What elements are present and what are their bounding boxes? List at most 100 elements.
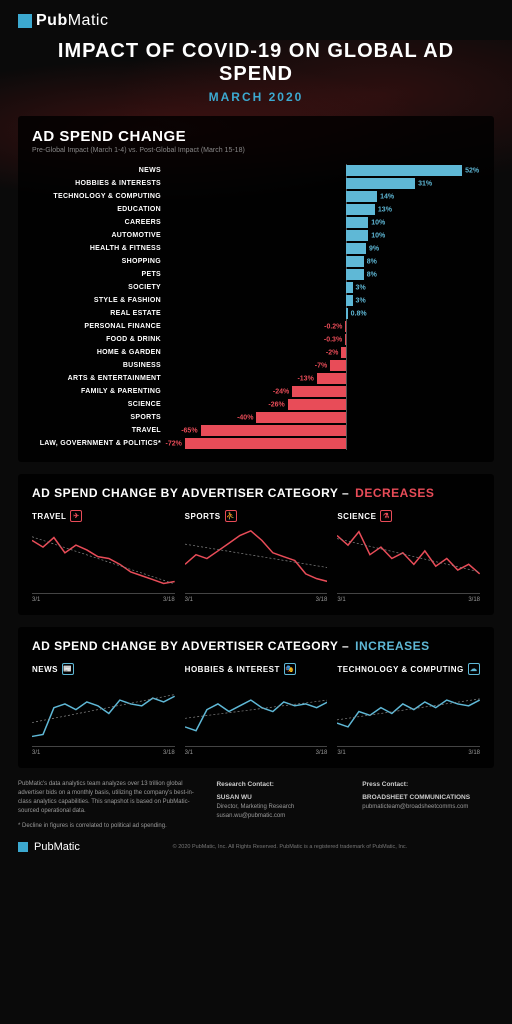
bar-label: HOME & GARDEN	[32, 349, 167, 356]
research-email: susan.wu@pubmatic.com	[216, 812, 348, 821]
mini-chart-icon: ☁	[468, 663, 480, 675]
bar-row: SHOPPING 8%	[32, 255, 480, 268]
footer-desc: PubMatic's data analytics team analyzes …	[18, 780, 202, 816]
logo-square-icon	[18, 14, 32, 28]
mini-chart-icon: ⚗	[380, 510, 392, 522]
bar-value: -0.3%	[324, 336, 342, 343]
bar-row: HOBBIES & INTERESTS 31%	[32, 177, 480, 190]
bar-label: FOOD & DRINK	[32, 336, 167, 343]
bar: 14%	[346, 191, 377, 202]
research-title: Director, Marketing Research	[216, 803, 348, 812]
bar-label: STYLE & FASHION	[32, 297, 167, 304]
increases-title: AD SPEND CHANGE BY ADVERTISER CATEGORY –	[32, 639, 349, 653]
bar-value: 31%	[418, 180, 432, 187]
bar-value: 14%	[380, 193, 394, 200]
bar-value: 3%	[356, 284, 366, 291]
bar-value: -24%	[273, 388, 289, 395]
bar-row: BUSINESS -7%	[32, 359, 480, 372]
mini-chart: SPORTS⛹3/13/18	[185, 510, 328, 603]
mini-chart-icon: 📰	[62, 663, 74, 675]
mini-chart: SCIENCE⚗3/13/18	[337, 510, 480, 603]
increases-panel: AD SPEND CHANGE BY ADVERTISER CATEGORY –…	[18, 627, 494, 768]
bar: -40%	[256, 412, 345, 423]
bar-row: NEWS 52%	[32, 164, 480, 177]
bar-chart-title: AD SPEND CHANGE	[32, 128, 480, 145]
page-subtitle: MARCH 2020	[18, 90, 494, 104]
mini-chart-label: TRAVEL	[32, 512, 66, 521]
bar-label: SHOPPING	[32, 258, 167, 265]
bar-row: PERSONAL FINANCE -0.2%	[32, 320, 480, 333]
bar-value: -7%	[315, 362, 327, 369]
increases-charts: NEWS📰3/13/18HOBBIES & INTEREST🎭3/13/18TE…	[32, 663, 480, 756]
bar-value: -0.2%	[324, 323, 342, 330]
bar-row: ARTS & ENTERTAINMENT -13%	[32, 372, 480, 385]
logo-text-b: Matic	[68, 12, 109, 29]
mini-chart-label: SPORTS	[185, 512, 221, 521]
bar-row: STYLE & FASHION 3%	[32, 294, 480, 307]
bar: -72%	[185, 438, 346, 449]
bar-value: 3%	[356, 297, 366, 304]
press-email: pubmaticteam@broadsheetcomms.com	[362, 803, 494, 812]
bar-chart-panel: AD SPEND CHANGE Pre-Global Impact (March…	[18, 116, 494, 462]
bar: 3%	[346, 282, 353, 293]
bar-value: 10%	[371, 219, 385, 226]
bar-label: TRAVEL	[32, 427, 167, 434]
bar-value: 0.8%	[351, 310, 367, 317]
bar: 13%	[346, 204, 375, 215]
bar-label: ARTS & ENTERTAINMENT	[32, 375, 167, 382]
bar: 3%	[346, 295, 353, 306]
bar: 8%	[346, 256, 364, 267]
bar-label: EDUCATION	[32, 206, 167, 213]
mini-chart: TRAVEL✈3/13/18	[32, 510, 175, 603]
footer: PubMatic's data analytics team analyzes …	[18, 780, 494, 831]
bar-value: -26%	[268, 401, 284, 408]
bar-label: TECHNOLOGY & COMPUTING	[32, 193, 167, 200]
mini-chart-icon: 🎭	[284, 663, 296, 675]
page-title: IMPACT OF COVID-19 ON GLOBAL AD SPEND	[18, 40, 494, 86]
bar: 52%	[346, 165, 462, 176]
bar: -65%	[201, 425, 346, 436]
bar: 8%	[346, 269, 364, 280]
bar-label: FAMILY & PARENTING	[32, 388, 167, 395]
bar-label: BUSINESS	[32, 362, 167, 369]
decreases-charts: TRAVEL✈3/13/18SPORTS⛹3/13/18SCIENCE⚗3/13…	[32, 510, 480, 603]
bar-label: AUTOMOTIVE	[32, 232, 167, 239]
bar-label: CAREERS	[32, 219, 167, 226]
bar-label: SOCIETY	[32, 284, 167, 291]
bar: 31%	[346, 178, 415, 189]
press-name: BROADSHEET COMMUNICATIONS	[362, 793, 494, 803]
bar-value: 10%	[371, 232, 385, 239]
mini-chart: NEWS📰3/13/18	[32, 663, 175, 756]
research-head: Research Contact:	[216, 780, 348, 790]
bar-label: HOBBIES & INTERESTS	[32, 180, 167, 187]
bar-label: LAW, GOVERNMENT & POLITICS*	[32, 440, 167, 447]
bar-row: REAL ESTATE 0.8%	[32, 307, 480, 320]
bar-row: TECHNOLOGY & COMPUTING 14%	[32, 190, 480, 203]
bar-row: LAW, GOVERNMENT & POLITICS*-72%	[32, 437, 480, 450]
bar-row: PETS8%	[32, 268, 480, 281]
bar-row: SCIENCE-26%	[32, 398, 480, 411]
bar-label: REAL ESTATE	[32, 310, 167, 317]
bar: 0.8%	[346, 308, 348, 319]
bar: 10%	[346, 230, 368, 241]
footer-bottom: PubMatic © 2020 PubMatic, Inc. All Right…	[18, 841, 494, 853]
bar-value: 8%	[367, 258, 377, 265]
footer-logo-icon	[18, 842, 28, 852]
decreases-word: DECREASES	[355, 486, 434, 500]
bar-value: -13%	[297, 375, 313, 382]
bar-label: NEWS	[32, 167, 167, 174]
bar-row: SOCIETY 3%	[32, 281, 480, 294]
bar-label: PERSONAL FINANCE	[32, 323, 167, 330]
copyright: © 2020 PubMatic, Inc. All Rights Reserve…	[86, 844, 494, 850]
bar-chart: NEWS52%HOBBIES & INTERESTS31%TECHNOLOGY …	[32, 164, 480, 450]
press-head: Press Contact:	[362, 780, 494, 790]
bar-row: AUTOMOTIVE 10%	[32, 229, 480, 242]
bar-value: -72%	[166, 440, 182, 447]
mini-chart-icon: ✈	[70, 510, 82, 522]
bar-row: EDUCATION 13%	[32, 203, 480, 216]
mini-chart-icon: ⛹	[225, 510, 237, 522]
mini-chart: HOBBIES & INTEREST🎭3/13/18	[185, 663, 328, 756]
bar-value: -2%	[326, 349, 338, 356]
bar-value: -40%	[237, 414, 253, 421]
bar-label: HEALTH & FITNESS	[32, 245, 167, 252]
